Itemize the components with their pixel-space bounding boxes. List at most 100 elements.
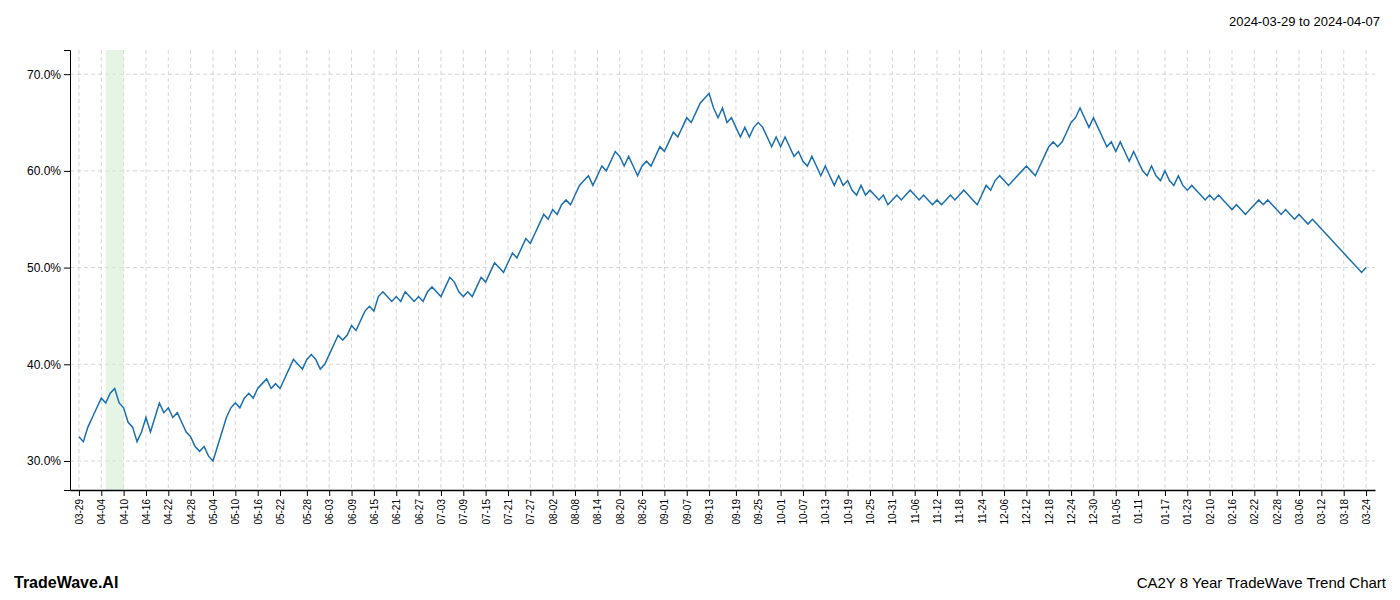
grid <box>70 50 1375 490</box>
x-tick-mark <box>1299 490 1300 496</box>
grid-line <box>351 50 352 490</box>
x-tick: 08-20 <box>615 490 626 525</box>
x-tick: 03-29 <box>74 490 85 525</box>
x-tick-label: 10-07 <box>798 499 809 525</box>
grid-line <box>892 50 893 490</box>
x-tick: 08-08 <box>570 490 581 525</box>
x-tick-label: 08-02 <box>548 499 559 525</box>
grid-line <box>619 50 620 490</box>
grid-line <box>70 170 1375 171</box>
grid-line <box>373 50 374 490</box>
x-tick-label: 06-27 <box>414 499 425 525</box>
x-tick: 03-18 <box>1339 490 1350 525</box>
x-tick-mark <box>101 490 102 496</box>
x-tick-mark <box>664 490 665 496</box>
x-tick: 09-13 <box>704 490 715 525</box>
x-tick-mark <box>1366 490 1367 496</box>
x-tick: 12-06 <box>999 490 1010 525</box>
x-tick: 07-03 <box>436 490 447 525</box>
grid-line <box>914 50 915 490</box>
x-tick-mark <box>486 490 487 496</box>
grid-line <box>1321 50 1322 490</box>
x-tick-label: 10-31 <box>887 499 898 525</box>
grid-line <box>825 50 826 490</box>
x-tick: 01-17 <box>1160 490 1171 525</box>
x-tick-mark <box>781 490 782 496</box>
x-tick-label: 09-25 <box>753 499 764 525</box>
x-tick: 02-16 <box>1227 490 1238 525</box>
title: CA2Y 8 Year TradeWave Trend Chart <box>1137 574 1387 591</box>
x-tick-mark <box>191 490 192 496</box>
x-tick-label: 12-06 <box>999 499 1010 525</box>
x-tick-mark <box>915 490 916 496</box>
grid-line <box>145 50 146 490</box>
x-tick-label: 05-28 <box>302 499 313 525</box>
x-tick-label: 08-26 <box>637 499 648 525</box>
grid-line <box>735 50 736 490</box>
x-tick-mark <box>463 490 464 496</box>
grid-line <box>101 50 102 490</box>
x-tick-mark <box>825 490 826 496</box>
x-tick: 06-09 <box>347 490 358 525</box>
x-tick-label: 02-16 <box>1227 499 1238 525</box>
grid-line <box>1254 50 1255 490</box>
grid-line <box>485 50 486 490</box>
x-tick: 10-25 <box>865 490 876 525</box>
x-tick-label: 10-13 <box>820 499 831 525</box>
x-tick: 04-22 <box>163 490 174 525</box>
grid-line <box>530 50 531 490</box>
x-tick: 04-04 <box>96 490 107 525</box>
x-tick-mark <box>642 490 643 496</box>
x-tick-label: 06-21 <box>391 499 402 525</box>
grid-line <box>1299 50 1300 490</box>
grid-line <box>1071 50 1072 490</box>
x-tick-mark <box>620 490 621 496</box>
x-tick-label: 07-03 <box>436 499 447 525</box>
line <box>79 94 1366 461</box>
grid-line <box>1366 50 1367 490</box>
grid-line <box>190 50 191 490</box>
x-tick-label: 03-06 <box>1294 499 1305 525</box>
x-tick-mark <box>1277 490 1278 496</box>
x-tick: 06-27 <box>414 490 425 525</box>
x-tick-mark <box>1254 490 1255 496</box>
x-tick-label: 10-01 <box>776 499 787 525</box>
x-tick-label: 04-22 <box>163 499 174 525</box>
y-tick-mark <box>64 268 70 269</box>
x-tick-mark <box>892 490 893 496</box>
x-tick: 10-19 <box>843 490 854 525</box>
x-tick-mark <box>1004 490 1005 496</box>
grid-line <box>70 460 1375 461</box>
y-tick-label: 40.0% <box>27 358 61 372</box>
y-tick-label: 50.0% <box>27 261 61 275</box>
x-tick-mark <box>553 490 554 496</box>
x-tick-mark <box>168 490 169 496</box>
grid-line <box>552 50 553 490</box>
x-tick-mark <box>79 490 80 496</box>
grid-line <box>1115 50 1116 490</box>
grid-line <box>1048 50 1049 490</box>
x-tick-mark <box>124 490 125 496</box>
x-tick-label: 03-29 <box>74 499 85 525</box>
grid-line <box>396 50 397 490</box>
x-tick-label: 12-24 <box>1066 499 1077 525</box>
x-tick: 03-06 <box>1294 490 1305 525</box>
x-tick-mark <box>307 490 308 496</box>
x-tick-label: 05-22 <box>275 499 286 525</box>
x-axis: 03-2904-0404-1004-1604-2204-2805-0405-10… <box>71 490 1376 525</box>
grid-line <box>440 50 441 490</box>
subtitle: 2024-03-29 to 2024-04-07 <box>1229 14 1380 29</box>
x-tick-mark <box>709 490 710 496</box>
y-axis: 30.0%40.0%50.0%60.0%70.0% <box>27 51 71 491</box>
x-tick-label: 11-12 <box>932 499 943 524</box>
x-tick-label: 08-20 <box>615 499 626 525</box>
x-tick-mark <box>530 490 531 496</box>
x-tick-mark <box>1116 490 1117 496</box>
x-tick-mark <box>870 490 871 496</box>
y-tick-mark <box>64 461 70 462</box>
x-tick-label: 02-28 <box>1272 499 1283 525</box>
x-tick-mark <box>258 490 259 496</box>
grid-line <box>507 50 508 490</box>
x-tick: 10-01 <box>776 490 787 525</box>
y-tick: 70.0% <box>27 68 70 82</box>
